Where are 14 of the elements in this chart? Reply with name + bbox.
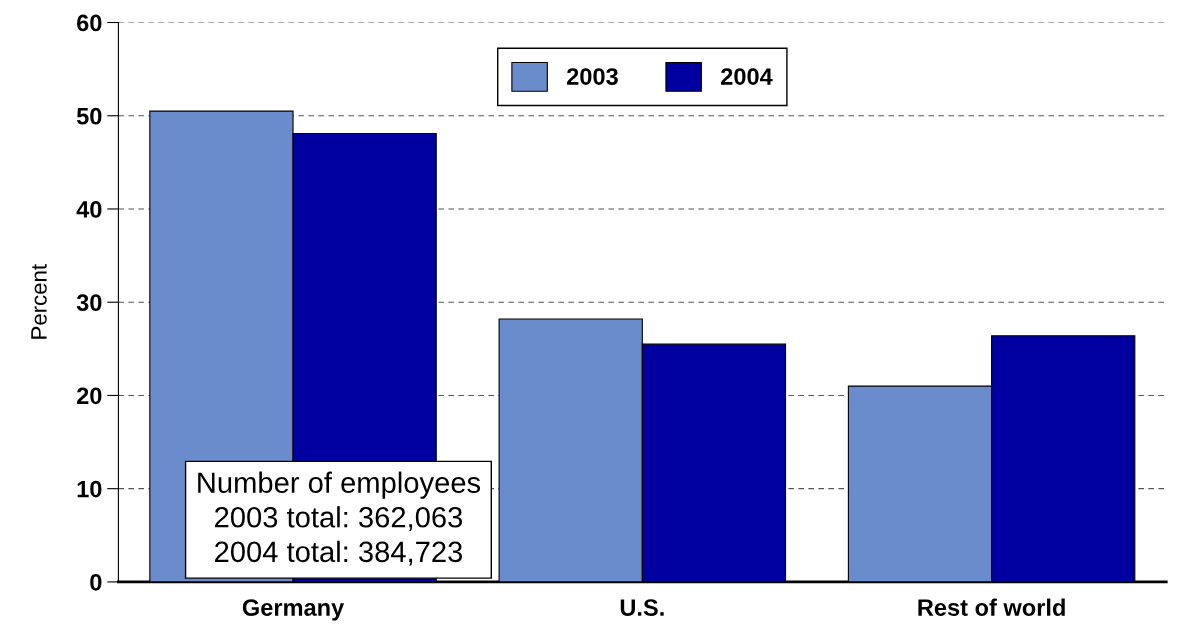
y-tick-label: 0 (90, 573, 102, 591)
x-tick-label: Germany (242, 599, 345, 621)
y-tick-label: 20 (76, 387, 102, 405)
y-tick-label: 10 (77, 480, 102, 498)
x-tick-label: Rest of world (918, 598, 1065, 616)
y-axis-title: Percent (31, 264, 47, 339)
x-tick-label: U.S. (620, 599, 664, 616)
annotation: Number of employees 2003 total: 362,063 2004 total: 384,723 (198, 471, 481, 566)
legend-label: 2003 (567, 68, 618, 85)
y-tick-label: 40 (76, 201, 102, 218)
y-tick-label: 50 (76, 107, 102, 125)
legend-label: 2004 (721, 68, 773, 85)
y-tick-label: 60 (77, 14, 102, 32)
y-tick-label: 30 (76, 294, 102, 312)
